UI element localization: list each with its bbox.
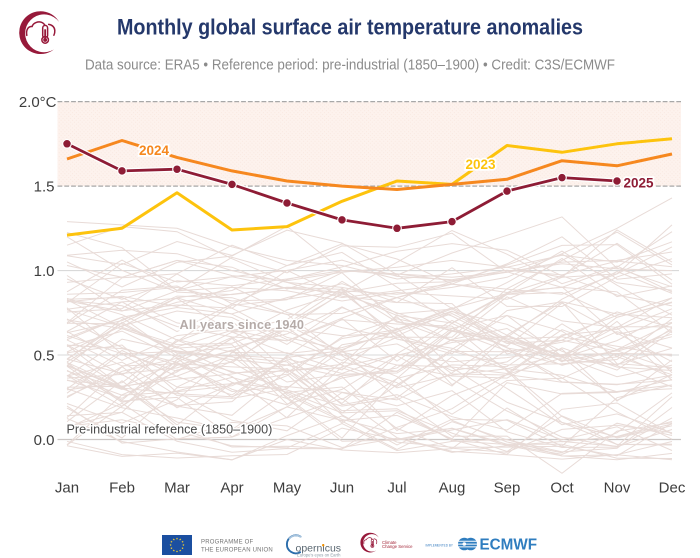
svg-text:May: May [273, 480, 302, 497]
svg-text:1.5: 1.5 [34, 178, 55, 195]
svg-text:2024: 2024 [139, 143, 170, 158]
svg-text:Oct: Oct [550, 480, 574, 497]
svg-text:Aug: Aug [439, 480, 466, 497]
svg-text:Europe's eyes on Earth: Europe's eyes on Earth [297, 553, 341, 558]
svg-text:2025: 2025 [624, 176, 655, 191]
svg-text:Change Service: Change Service [382, 544, 413, 549]
svg-text:0.0: 0.0 [34, 432, 55, 449]
svg-text:ECMWF: ECMWF [480, 536, 538, 553]
svg-text:Climate: Climate [382, 540, 397, 545]
svg-text:PROGRAMME OF: PROGRAMME OF [201, 540, 254, 546]
svg-text:Monthly global surface air tem: Monthly global surface air temperature a… [117, 15, 583, 40]
svg-text:THE EUROPEAN UNION: THE EUROPEAN UNION [201, 547, 273, 553]
svg-text:1.0: 1.0 [34, 263, 55, 280]
svg-text:Jul: Jul [387, 480, 406, 497]
svg-text:Pre-industrial reference (1850: Pre-industrial reference (1850–1900) [67, 423, 273, 437]
svg-text:Sep: Sep [494, 480, 521, 497]
svg-text:Feb: Feb [109, 480, 135, 497]
svg-text:opernicus: opernicus [296, 543, 342, 555]
svg-text:Dec: Dec [659, 480, 686, 497]
svg-text:Jun: Jun [330, 480, 354, 497]
svg-text:IMPLEMENTED BY: IMPLEMENTED BY [426, 542, 454, 547]
svg-text:Apr: Apr [220, 480, 243, 497]
svg-text:All years since 1940: All years since 1940 [180, 318, 305, 332]
svg-text:Nov: Nov [604, 480, 631, 497]
svg-text:Mar: Mar [164, 480, 190, 497]
svg-text:2.0°C: 2.0°C [19, 94, 57, 111]
svg-text:0.5: 0.5 [34, 347, 55, 364]
svg-text:2023: 2023 [466, 157, 497, 172]
svg-text:Jan: Jan [55, 480, 79, 497]
svg-text:Data source: ERA5 • Reference: Data source: ERA5 • Reference period: pr… [85, 58, 615, 74]
